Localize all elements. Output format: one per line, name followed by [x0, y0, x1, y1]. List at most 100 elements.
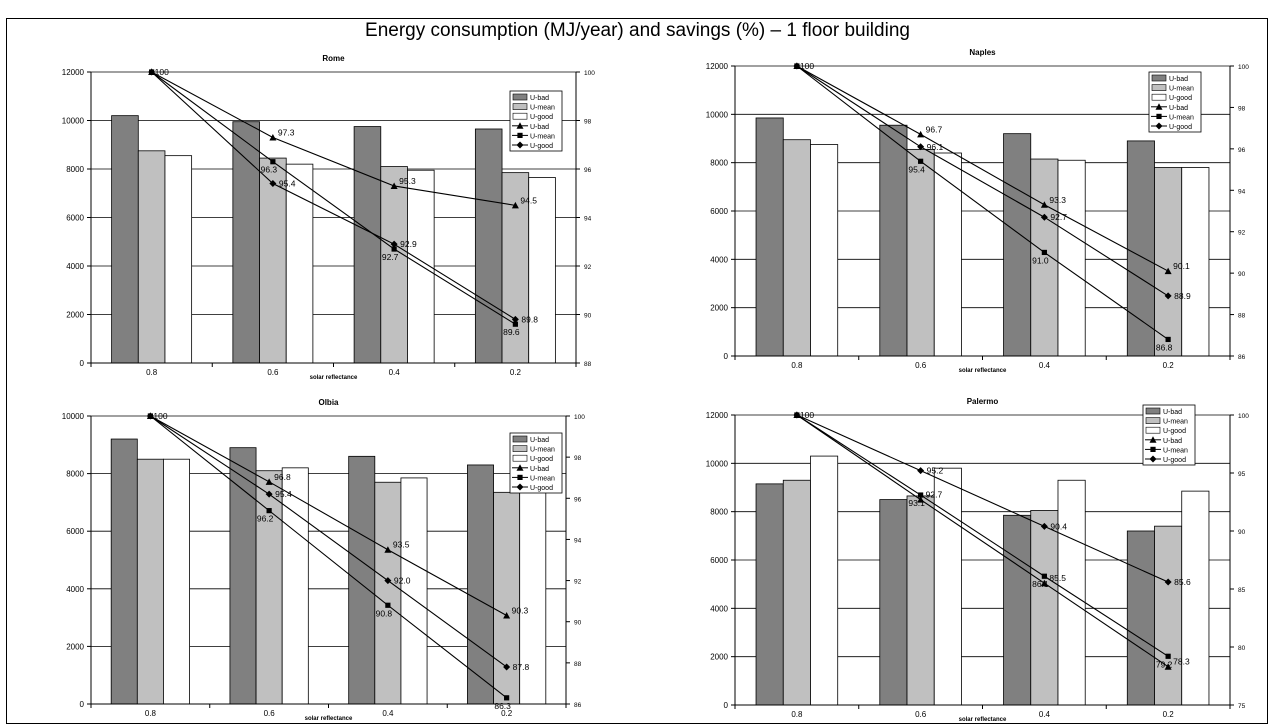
naples-title: Naples [969, 48, 996, 57]
olbia-x-tick-label: 0.6 [264, 709, 276, 718]
palermo-line-0-marker-2 [1040, 579, 1048, 587]
olbia-data-label: 86.3 [494, 701, 511, 711]
olbia-bar-u-good-2 [400, 477, 428, 705]
palermo-data-label: 85.6 [1174, 577, 1191, 587]
rome-legend-swatch [512, 112, 528, 120]
rome-y2-tick-label: 100 [584, 70, 595, 77]
olbia-legend-swatch [512, 454, 528, 462]
naples-line-1-marker-3 [1165, 336, 1171, 343]
rome-legend-label: U-mean [530, 105, 555, 112]
naples-data-label: 96.1 [927, 142, 944, 152]
naples-y-tick-label: 12000 [706, 62, 729, 71]
palermo-data-label: 100 [800, 410, 814, 420]
naples-bar-u-good-0 [810, 144, 839, 357]
palermo-data-label: 93.1 [908, 498, 925, 508]
olbia-line-1-marker-1 [266, 508, 272, 514]
naples-y-tick-label: 8000 [710, 159, 728, 168]
olbia-y-tick-label: 2000 [66, 642, 84, 651]
olbia-legend-label: U-good [530, 485, 553, 492]
palermo-y-tick-label: 8000 [710, 508, 728, 517]
naples-data-label: 91.0 [1032, 255, 1049, 265]
palermo-y2-tick-label: 80 [1238, 645, 1246, 652]
rome-y2-tick-label: 94 [584, 216, 592, 223]
palermo-line-1-marker-2 [1041, 573, 1047, 579]
olbia-legend-swatch [512, 435, 528, 443]
olbia-data-label: 100 [153, 411, 167, 421]
naples-legend-label: U-mean [1169, 114, 1194, 121]
naples-x-tick-label: 0.4 [1039, 361, 1051, 370]
rome-data-label: 95.4 [279, 179, 296, 189]
olbia-line-0-marker-2 [384, 546, 392, 553]
rome-y2-tick-label: 90 [584, 313, 592, 320]
palermo-legend-label: U-bad [1163, 438, 1182, 445]
palermo-bar-u-good-3 [1181, 490, 1210, 706]
olbia-line-0-marker-1 [265, 478, 273, 485]
rome-x-tick-label: 0.6 [267, 368, 279, 377]
rome-legend-line-0-marker-5 [516, 141, 524, 149]
palermo-y2-tick-label: 100 [1238, 413, 1249, 420]
palermo-chart: 0 2000 4000 6000 8000 10000 12000 75 80 85 90 95 100… [706, 397, 1249, 723]
naples-bar-u-bad-0 [755, 117, 784, 357]
palermo-legend: U-bad U-mean U-good U-bad U-mean U-good [1142, 404, 1196, 466]
olbia-line-2-marker-3 [503, 663, 511, 671]
rome-y2-tick-label: 92 [584, 264, 592, 271]
rome-line-1-marker-2 [391, 246, 397, 252]
olbia-data-label: 96.8 [274, 472, 291, 482]
palermo-data-label: 95.2 [927, 466, 944, 476]
palermo-bar-u-good-0 [810, 455, 839, 706]
naples-line-0-marker-1 [917, 130, 925, 138]
palermo-legend-box [1142, 404, 1196, 466]
olbia-y-tick-label: 6000 [66, 527, 84, 536]
olbia-line-1-marker-3 [504, 695, 510, 701]
olbia-line-u-good [150, 415, 507, 668]
palermo-x-tick-label: 0.4 [1039, 710, 1051, 719]
palermo-data-label: 85.5 [1049, 573, 1066, 583]
palermo-bar-u-bad-2 [1003, 514, 1032, 706]
palermo-bar-u-mean-1 [906, 495, 935, 706]
naples-data-label: 96.7 [926, 124, 943, 134]
olbia-line-0-marker-3 [503, 612, 511, 619]
olbia-legend-line-0-marker-5 [516, 483, 524, 491]
rome-bar-u-mean-2 [380, 166, 408, 364]
naples-bar-u-mean-1 [906, 148, 935, 357]
palermo-y-tick-label: 12000 [706, 411, 729, 420]
rome-data-label: 94.5 [520, 195, 537, 205]
naples-y2-tick-label: 94 [1238, 188, 1246, 195]
naples-bar-u-bad-1 [879, 124, 908, 357]
palermo-data-label: 79.2 [1156, 659, 1173, 669]
olbia-chart: 0 2000 4000 6000 8000 10000 86 88 90 92 94 96 98 100 0… [62, 398, 585, 722]
rome-bar-u-bad-0 [111, 115, 139, 364]
naples-x-tick-label: 0.2 [1163, 361, 1175, 370]
palermo-legend-label: U-bad [1163, 409, 1182, 416]
palermo-y-tick-label: 10000 [706, 459, 729, 468]
rome-line-0-marker-2 [390, 182, 398, 189]
olbia-y2-tick-label: 100 [574, 414, 585, 421]
naples-legend-swatch [1151, 84, 1167, 91]
rome-line-u-good [151, 71, 516, 320]
palermo-bar-u-good-2 [1057, 479, 1086, 706]
palermo-x-tick-label: 0.6 [915, 710, 927, 719]
olbia-line-1-marker-2 [385, 602, 391, 608]
palermo-line-1-marker-1 [918, 492, 924, 498]
olbia-legend-label: U-mean [530, 447, 555, 454]
rome-legend-swatch [512, 93, 528, 101]
naples-line-2-marker-0 [793, 62, 801, 70]
rome-y-tick-label: 4000 [66, 262, 84, 271]
naples-y-tick-label: 2000 [710, 304, 728, 313]
olbia-y2-tick-label: 98 [574, 455, 582, 462]
palermo-y2-tick-label: 95 [1238, 471, 1246, 478]
rome-bar-u-bad-1 [232, 121, 260, 364]
naples-bar-u-mean-0 [782, 139, 811, 357]
naples-bar-u-good-1 [933, 152, 962, 357]
naples-line-0-marker-2 [1040, 201, 1048, 208]
naples-line-0-marker-3 [1164, 267, 1172, 275]
naples-legend-label: U-good [1169, 95, 1192, 102]
olbia-y2-tick-label: 96 [574, 496, 582, 503]
naples-y2-tick-label: 92 [1238, 230, 1246, 237]
olbia-bar-u-bad-0 [110, 438, 138, 705]
palermo-bar-u-mean-3 [1154, 525, 1183, 706]
palermo-line-2-marker-3 [1164, 578, 1172, 586]
rome-data-label: 89.6 [503, 327, 520, 337]
rome-y-tick-label: 8000 [66, 165, 84, 174]
